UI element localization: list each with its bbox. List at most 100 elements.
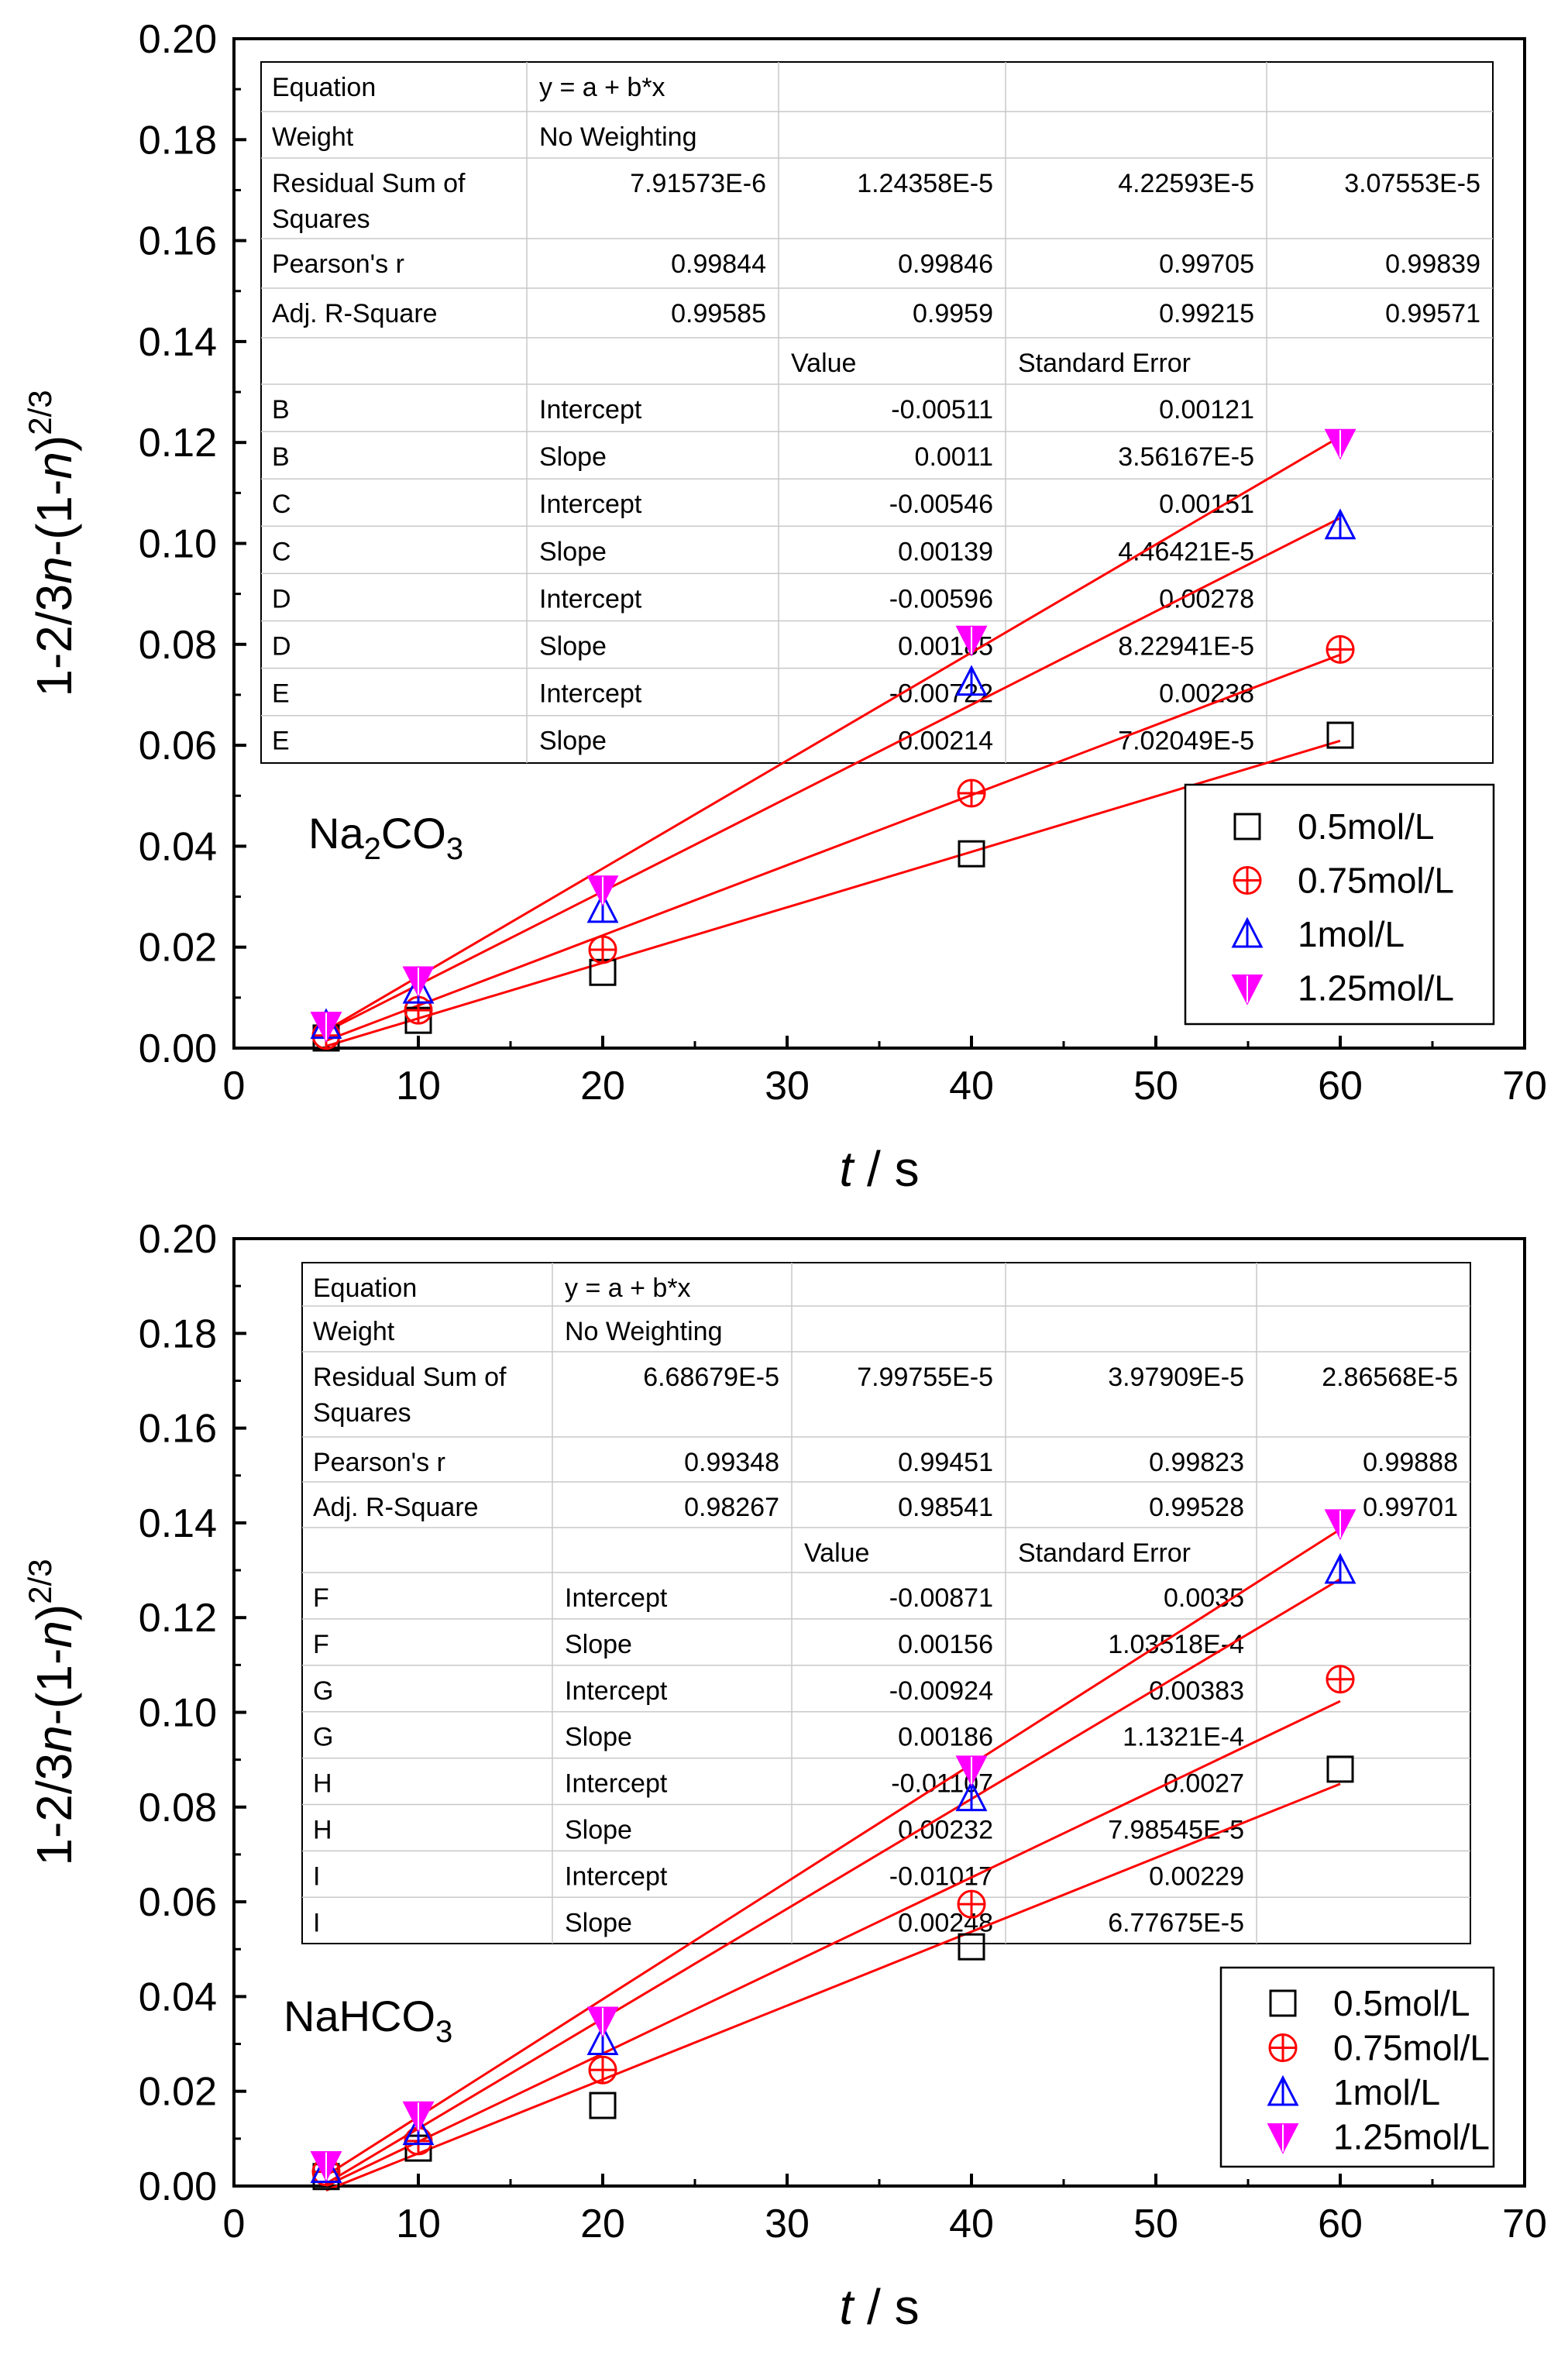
y-tick-label: 0.14 bbox=[139, 320, 217, 365]
data-point-cross bbox=[958, 1891, 985, 1918]
table-value-cell: 0.99846 bbox=[898, 249, 993, 279]
table-value-cell: 0.99585 bbox=[671, 299, 766, 328]
y-tick-label: 0.18 bbox=[139, 118, 217, 163]
param-value-cell: -0.01017 bbox=[889, 1861, 993, 1891]
data-point bbox=[586, 2006, 619, 2038]
fit-results-table: Equation y = a + b*x Weight No Weighting Res… bbox=[260, 61, 1494, 764]
data-point-outline bbox=[402, 972, 435, 1004]
table-label-cell: Equation bbox=[313, 1274, 417, 1303]
table-value-cell: 2.86568E-5 bbox=[1322, 1363, 1458, 1392]
param-value-cell: 0.00214 bbox=[898, 727, 993, 756]
data-layer bbox=[310, 1509, 1357, 2191]
legend-marker bbox=[1269, 1989, 1297, 2017]
y-tick-label: 0.20 bbox=[139, 1217, 217, 1262]
table-value-cell: 6.68679E-5 bbox=[643, 1363, 779, 1392]
param-name-cell: Slope bbox=[565, 1816, 632, 1845]
legend-marker-cross bbox=[1234, 867, 1260, 894]
table-value-cell: 0.99348 bbox=[684, 1448, 779, 1477]
data-point bbox=[588, 935, 617, 964]
fit-line-0.5mol/L bbox=[325, 1782, 1341, 2191]
param-series-cell: G bbox=[313, 1723, 333, 1752]
param-series-cell: I bbox=[313, 1861, 320, 1891]
param-series-cell: C bbox=[272, 490, 291, 519]
x-tick-label: 70 bbox=[1502, 1064, 1547, 1109]
param-error-cell: 7.98545E-5 bbox=[1108, 1816, 1244, 1845]
data-point-outline bbox=[1324, 508, 1357, 540]
table-value-cell: 3.07553E-5 bbox=[1344, 169, 1480, 198]
table-value-cell: 0.99701 bbox=[1363, 1493, 1458, 1522]
legend-marker bbox=[1267, 2123, 1299, 2154]
param-value-cell: 0.00232 bbox=[898, 1816, 993, 1845]
param-error-cell: 4.46421E-5 bbox=[1118, 537, 1254, 566]
fit-line-1mol/L bbox=[325, 1578, 1341, 2185]
y-ticks: 0.00 0.02 0.04 0.06 0.08 0.10 0.12 0.14 0.16 0.18… bbox=[139, 1217, 246, 2209]
y-tick-label: 0.04 bbox=[139, 1975, 217, 2019]
param-error-cell: 1.1321E-4 bbox=[1123, 1723, 1244, 1752]
y-tick-label: 0.16 bbox=[139, 1407, 217, 1452]
table-value-cell: 0.99528 bbox=[1149, 1493, 1244, 1522]
param-name-cell: Intercept bbox=[539, 584, 642, 614]
param-name-cell: Slope bbox=[565, 1908, 632, 1937]
data-point bbox=[1324, 1509, 1357, 1541]
param-error-cell: 0.0027 bbox=[1164, 1769, 1244, 1799]
data-point-cross bbox=[1327, 636, 1353, 663]
table-value-cell: 7.99755E-5 bbox=[857, 1363, 993, 1392]
data-point bbox=[955, 625, 988, 657]
table-label-cell: Squares bbox=[272, 205, 370, 234]
data-point bbox=[958, 1933, 985, 1961]
param-name-cell: Intercept bbox=[539, 395, 642, 425]
fit-line-0.75mol/L bbox=[325, 653, 1341, 1042]
table-text-cell: y = a + b*x bbox=[565, 1274, 691, 1303]
param-series-cell: C bbox=[272, 537, 291, 566]
x-tick-label: 20 bbox=[580, 2202, 625, 2246]
legend-frame bbox=[1219, 1966, 1495, 2168]
data-point bbox=[1324, 508, 1357, 540]
compound-label: Na2CO3 bbox=[308, 809, 463, 866]
y-tick-label: 0.06 bbox=[139, 1880, 217, 1925]
x-tick-label: 50 bbox=[1133, 2202, 1178, 2246]
param-name-cell: Slope bbox=[539, 442, 607, 472]
table-label-cell: Adj. R-Square bbox=[313, 1493, 479, 1522]
data-point bbox=[402, 2101, 435, 2133]
table-label-cell: Residual Sum of bbox=[272, 169, 466, 198]
table-text-cell: y = a + b*x bbox=[539, 73, 665, 102]
param-series-cell: E bbox=[272, 679, 290, 709]
table-label-cell: Adj. R-Square bbox=[272, 299, 438, 328]
x-ticks: 0 10 20 30 40 50 60 70 bbox=[223, 2174, 1547, 2246]
param-series-cell: B bbox=[272, 395, 290, 425]
param-error-cell: 6.77675E-5 bbox=[1108, 1908, 1244, 1937]
table-value-cell: 0.99451 bbox=[898, 1448, 993, 1477]
x-tick-label: 30 bbox=[765, 1064, 810, 1109]
table-value-cell: 7.91573E-6 bbox=[630, 169, 766, 198]
y-tick-label: 0.14 bbox=[139, 1501, 217, 1546]
data-point bbox=[1324, 1552, 1357, 1584]
table-value-cell: 0.99215 bbox=[1159, 299, 1254, 328]
x-tick-label: 40 bbox=[949, 1064, 994, 1109]
y-tick-label: 0.10 bbox=[139, 1691, 217, 1736]
param-series-cell: D bbox=[272, 584, 291, 614]
param-name-cell: Intercept bbox=[565, 1676, 668, 1706]
param-error-cell: 0.00121 bbox=[1159, 395, 1254, 425]
table-value-cell: 1.24358E-5 bbox=[857, 169, 993, 198]
table-value-cell: 0.99844 bbox=[671, 249, 766, 279]
y-ticks: 0.00 0.02 0.04 0.06 0.08 0.10 0.12 0.14 0.16 0.18… bbox=[139, 17, 246, 1071]
legend-label: 1.25mol/L bbox=[1298, 968, 1454, 1009]
param-value-cell: 0.00139 bbox=[898, 537, 993, 566]
data-point bbox=[1324, 428, 1357, 460]
y-tick-label: 0.20 bbox=[139, 17, 217, 62]
param-series-cell: I bbox=[313, 1908, 320, 1937]
param-series-cell: H bbox=[313, 1769, 332, 1799]
legend-marker bbox=[1268, 2033, 1298, 2062]
param-name-cell: Intercept bbox=[565, 1583, 668, 1613]
param-series-cell: B bbox=[272, 442, 290, 472]
param-name-cell: Slope bbox=[565, 1723, 632, 1752]
legend-marker-cross bbox=[1270, 2034, 1296, 2061]
x-axis-label: t / s bbox=[839, 2279, 919, 2335]
param-series-cell: G bbox=[313, 1676, 333, 1706]
fit-line-0.75mol/L bbox=[325, 1700, 1341, 2187]
data-point-cross bbox=[958, 779, 985, 806]
fit-results-table: Equation y = a + b*x Weight No Weighting Res… bbox=[301, 1262, 1471, 1944]
param-value-cell: -0.00871 bbox=[889, 1583, 993, 1613]
